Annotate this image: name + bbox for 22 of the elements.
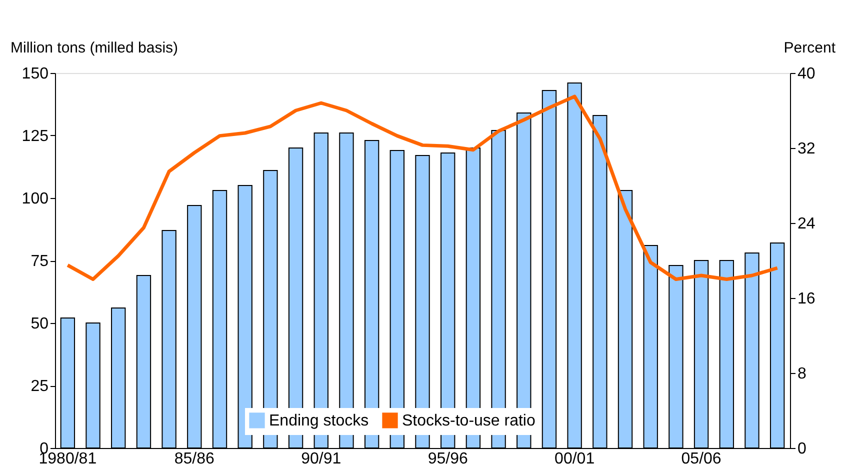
y-tick-label: 150 — [22, 66, 49, 82]
x-tick-label: 95/96 — [428, 450, 468, 468]
x-tick-label: 90/91 — [301, 450, 342, 468]
y-tick-label: 125 — [22, 128, 49, 145]
y2-tick-label: 24 — [798, 216, 816, 232]
y-tick-label: 50 — [30, 316, 49, 332]
x-tick-label: 05/06 — [681, 450, 722, 468]
x-tick-label: 00/01 — [554, 450, 595, 468]
y-tick-label: 75 — [30, 253, 49, 270]
y2-tick-label: 40 — [798, 66, 816, 82]
y2-tick-label: 16 — [798, 290, 816, 308]
y-tick-label: 100 — [22, 190, 49, 208]
y2-tick-label: 8 — [798, 366, 806, 382]
y2-tick-label: 32 — [798, 140, 816, 158]
y-axis-title: Million tons (milled basis) — [10, 40, 178, 56]
legend-label: Ending stocks — [269, 412, 369, 430]
y-tick-label: 25 — [30, 378, 49, 395]
legend-label: Stocks-to-use ratio — [402, 412, 536, 430]
x-tick-label: 85/86 — [174, 450, 215, 468]
y2-axis-title: Percent — [784, 40, 836, 56]
line-series — [66, 94, 780, 281]
y2-tick-label: 0 — [798, 440, 806, 458]
